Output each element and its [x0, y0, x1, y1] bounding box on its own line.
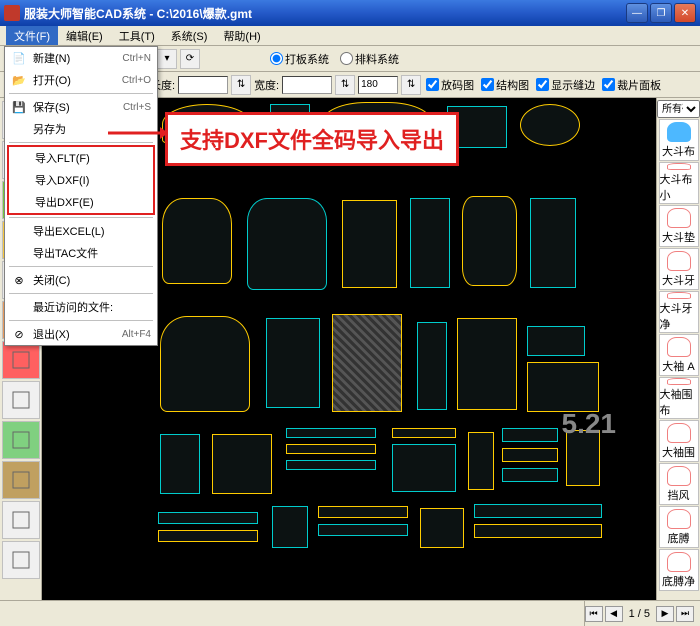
menu-tools[interactable]: 工具(T) — [111, 26, 163, 45]
pager-last[interactable]: ⏭ — [676, 606, 694, 622]
left-tool-8[interactable] — [2, 421, 40, 459]
left-tool-9[interactable] — [2, 461, 40, 499]
radio-pattern-system[interactable]: 打板系统 — [270, 51, 329, 67]
left-tool-11[interactable] — [2, 541, 40, 579]
piece-thumb-9[interactable]: 底膊 — [659, 506, 699, 548]
pager: ⏮ ◀ 1 / 5 ▶ ⏭ — [585, 606, 700, 622]
menu-item-1[interactable]: 📂打开(O)Ctrl+O — [5, 69, 157, 91]
pager-first[interactable]: ⏮ — [585, 606, 603, 622]
menu-item-15[interactable]: ⊘退出(X)Alt+F4 — [5, 323, 157, 345]
menu-icon: 💾 — [11, 99, 27, 115]
menu-item-导入FLT(F)[interactable]: 导入FLT(F) — [9, 147, 153, 169]
menu-help[interactable]: 帮助(H) — [215, 26, 268, 45]
pager-prev[interactable]: ◀ — [605, 606, 623, 622]
menu-item-13[interactable]: 最近访问的文件: — [5, 296, 157, 318]
menu-bar: 文件(F) 编辑(E) 工具(T) 系统(S) 帮助(H) — [0, 26, 700, 46]
angle-stepper[interactable]: ⇅ — [401, 75, 421, 95]
width-stepper[interactable]: ⇅ — [335, 75, 355, 95]
length-stepper[interactable]: ⇅ — [231, 75, 251, 95]
menu-item-8[interactable]: 导出EXCEL(L) — [5, 220, 157, 242]
pager-label: 1 / 5 — [625, 608, 654, 620]
piece-thumb-6[interactable]: 大袖围布 — [659, 377, 699, 419]
left-tool-7[interactable] — [2, 381, 40, 419]
status-message — [0, 601, 585, 626]
menu-icon — [11, 223, 27, 239]
annotation-text: 支持DXF文件全码导入导出 — [180, 123, 444, 155]
piece-thumb-8[interactable]: 挡风 — [659, 463, 699, 505]
chk-seam[interactable]: 显示缝边 — [536, 77, 595, 93]
minimize-button[interactable]: — — [626, 3, 648, 23]
menu-edit[interactable]: 编辑(E) — [58, 26, 111, 45]
menu-item-导出DXF(E)[interactable]: 导出DXF(E) — [9, 191, 153, 213]
chk-grading[interactable]: 放码图 — [426, 77, 474, 93]
size-dropdown[interactable]: 所有码 — [657, 100, 700, 118]
piece-thumb-4[interactable]: 大斗牙净 — [659, 291, 699, 333]
piece-thumb-5[interactable]: 大袖 A — [659, 334, 699, 376]
menu-icon — [11, 299, 27, 315]
annotation-arrow — [108, 125, 168, 141]
piece-thumb-1[interactable]: 大斗布小 — [659, 162, 699, 204]
piece-thumb-2[interactable]: 大斗垫 — [659, 205, 699, 247]
status-bar: ⏮ ◀ 1 / 5 ▶ ⏭ — [0, 600, 700, 626]
menu-icon: ⊘ — [11, 326, 27, 342]
piece-thumb-10[interactable]: 底膊净 — [659, 549, 699, 591]
piece-thumb-0[interactable]: 大斗布 — [659, 119, 699, 161]
menu-item-3[interactable]: 💾保存(S)Ctrl+S — [5, 96, 157, 118]
piece-thumb-7[interactable]: 大袖围 — [659, 420, 699, 462]
title-bar: 服装大师智能CAD系统 - C:\2016\爆款.gmt — ❐ ✕ — [0, 0, 700, 26]
menu-item-导入DXF(I)[interactable]: 导入DXF(I) — [9, 169, 153, 191]
tb-refresh-icon[interactable]: ⟳ — [180, 49, 200, 69]
right-panel: 所有码 大斗布大斗布小大斗垫大斗牙大斗牙净大袖 A大袖围布大袖围挡风底膊底膊净 — [656, 98, 700, 600]
menu-icon: 📂 — [11, 72, 27, 88]
radio-marker-system[interactable]: 排料系统 — [340, 51, 399, 67]
pager-next[interactable]: ▶ — [656, 606, 674, 622]
length-input[interactable] — [178, 76, 228, 94]
menu-system[interactable]: 系统(S) — [163, 26, 216, 45]
close-button[interactable]: ✕ — [674, 3, 696, 23]
left-tool-10[interactable] — [2, 501, 40, 539]
app-icon — [4, 5, 20, 21]
menu-icon — [11, 245, 27, 261]
piece-thumb-3[interactable]: 大斗牙 — [659, 248, 699, 290]
menu-item-9[interactable]: 导出TAC文件 — [5, 242, 157, 264]
chk-structure[interactable]: 结构图 — [481, 77, 529, 93]
chk-panel[interactable]: 裁片面板 — [602, 77, 661, 93]
menu-file[interactable]: 文件(F) — [6, 26, 58, 45]
width-input[interactable] — [282, 76, 332, 94]
window-controls: — ❐ ✕ — [626, 3, 696, 23]
menu-icon: 📄 — [11, 50, 27, 66]
menu-icon — [11, 121, 27, 137]
width-label: 宽度: — [254, 77, 279, 93]
window-title: 服装大师智能CAD系统 - C:\2016\爆款.gmt — [24, 5, 626, 22]
menu-item-0[interactable]: 📄新建(N)Ctrl+N — [5, 47, 157, 69]
tb-dropdown-icon[interactable]: ▾ — [157, 49, 177, 69]
menu-icon: ⊗ — [11, 272, 27, 288]
maximize-button[interactable]: ❐ — [650, 3, 672, 23]
angle-input[interactable] — [358, 76, 398, 94]
left-tool-6[interactable] — [2, 341, 40, 379]
menu-item-11[interactable]: ⊗关闭(C) — [5, 269, 157, 291]
canvas-watermark: 5.21 — [562, 408, 617, 440]
annotation-callout: 支持DXF文件全码导入导出 — [165, 112, 459, 166]
file-menu-dropdown: 📄新建(N)Ctrl+N📂打开(O)Ctrl+O💾保存(S)Ctrl+S另存为导… — [4, 46, 158, 346]
